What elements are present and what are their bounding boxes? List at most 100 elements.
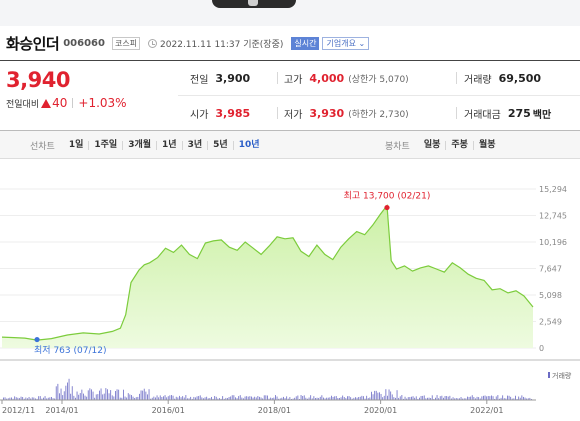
volume-bar: [254, 396, 256, 400]
volume-bar: [225, 397, 227, 400]
volume-bar: [17, 397, 19, 400]
quote-divider: [0, 130, 580, 131]
volume-bar: [435, 397, 436, 400]
volume-bar: [84, 395, 86, 400]
company-overview-label: 기업개요: [326, 38, 356, 48]
y-axis-ticks: 15,294 12,745 10,196 7,647 5,098 2,549 0: [539, 185, 567, 353]
volume-bar: [391, 394, 393, 400]
volume-bar: [446, 396, 448, 400]
cell-separator: [456, 107, 457, 119]
price-box: 3,940 전일대비 40 +1.03%: [6, 68, 176, 110]
volume-bar: [185, 395, 187, 400]
volume-bar: [28, 396, 30, 400]
volume-bar: [411, 396, 412, 400]
volume-bar: [163, 396, 164, 400]
line-period-2[interactable]: 3개월: [123, 140, 158, 150]
volume-bar: [97, 394, 99, 400]
volume-bar: [417, 398, 419, 400]
volume-bar: [375, 390, 377, 400]
line-period-0[interactable]: 1일: [64, 140, 90, 150]
volume-bar: [305, 397, 307, 400]
line-period-3[interactable]: 1년: [157, 140, 183, 150]
volume-bar: [70, 393, 72, 400]
volume-bar: [198, 396, 200, 400]
volume-bar: [134, 397, 136, 400]
volume-bar: [347, 396, 348, 400]
volume-bar: [206, 396, 208, 400]
volume-bar: [465, 398, 467, 400]
volume-bar: [103, 393, 105, 400]
prev-close-value: 3,900: [215, 71, 251, 85]
volume-bar: [158, 397, 160, 400]
volume-bar: [267, 395, 268, 400]
volume-bar: [494, 398, 496, 400]
volume-bar: [319, 396, 321, 400]
volume-bar: [140, 390, 142, 400]
volume-bar: [65, 385, 67, 400]
volume-bar: [527, 398, 529, 400]
volume-bar: [419, 397, 420, 400]
amount-cell: 거래대금 275 백만: [464, 96, 551, 130]
volume-bar: [428, 397, 430, 400]
candle-period-1[interactable]: 주봉: [446, 140, 474, 150]
volume-bar: [35, 398, 36, 400]
volume-bar: [292, 398, 294, 400]
volume-bar: [31, 397, 33, 400]
volume-bar: [495, 396, 497, 400]
volume-bar: [124, 396, 126, 400]
volume-bar: [396, 390, 398, 400]
volume-bar: [260, 397, 262, 400]
volume-bar: [219, 398, 220, 400]
volume-bar: [183, 397, 185, 400]
current-price: 3,940: [6, 68, 70, 92]
volume-bar: [95, 394, 97, 400]
volume-bar: [467, 396, 468, 400]
volume-bar: [361, 395, 363, 400]
volume-bar: [14, 396, 16, 400]
volume-bar: [148, 389, 150, 400]
volume-bar: [150, 398, 152, 400]
volume-bar: [335, 396, 337, 400]
amount-unit: 백만: [532, 109, 552, 121]
volume-bar: [191, 398, 193, 400]
volume-bar: [6, 398, 8, 400]
volume-bar: [326, 397, 328, 400]
low-cell: 저가 3,930 (하한가 2,730): [284, 96, 409, 130]
volume-bar: [188, 398, 190, 400]
volume-bar: [187, 398, 188, 400]
volume-bar: [39, 396, 41, 400]
y-tick-label: 0: [539, 344, 544, 353]
line-period-5[interactable]: 5년: [208, 140, 234, 150]
volume-bar: [281, 397, 283, 400]
company-overview-button[interactable]: 기업개요 ⌄: [322, 36, 370, 50]
amount-label: 거래대금: [464, 109, 501, 121]
volume-bar: [195, 397, 196, 400]
volume-bar: [500, 397, 502, 400]
volume-bar: [316, 397, 318, 400]
volume-bar: [398, 397, 400, 400]
x-tick-label: 2016/01: [152, 406, 185, 415]
volume-bar: [135, 397, 137, 400]
realtime-button[interactable]: 실시간: [291, 36, 320, 50]
line-period-1[interactable]: 1주일: [89, 140, 124, 150]
candle-period-0[interactable]: 일봉: [419, 140, 447, 150]
volume-bar: [289, 397, 291, 400]
volume-bar: [177, 397, 179, 400]
volume-bar: [460, 397, 462, 400]
volume-bar: [422, 395, 424, 400]
volume-bar: [286, 396, 288, 400]
volume-bar: [25, 397, 27, 400]
cell-separator: [277, 72, 278, 84]
volume-bar: [270, 397, 272, 400]
candle-period-2[interactable]: 월봉: [478, 139, 496, 150]
volume-bar: [492, 396, 494, 400]
volume-bar: [211, 396, 212, 400]
line-period-6[interactable]: 10년: [238, 139, 260, 150]
volume-bar: [22, 397, 24, 400]
line-period-4[interactable]: 3년: [183, 140, 209, 150]
volume-bar: [139, 393, 140, 400]
volume-bar: [471, 395, 473, 400]
volume-bar: [463, 398, 465, 400]
volume-bar: [212, 398, 214, 400]
volume-bar: [407, 397, 409, 400]
